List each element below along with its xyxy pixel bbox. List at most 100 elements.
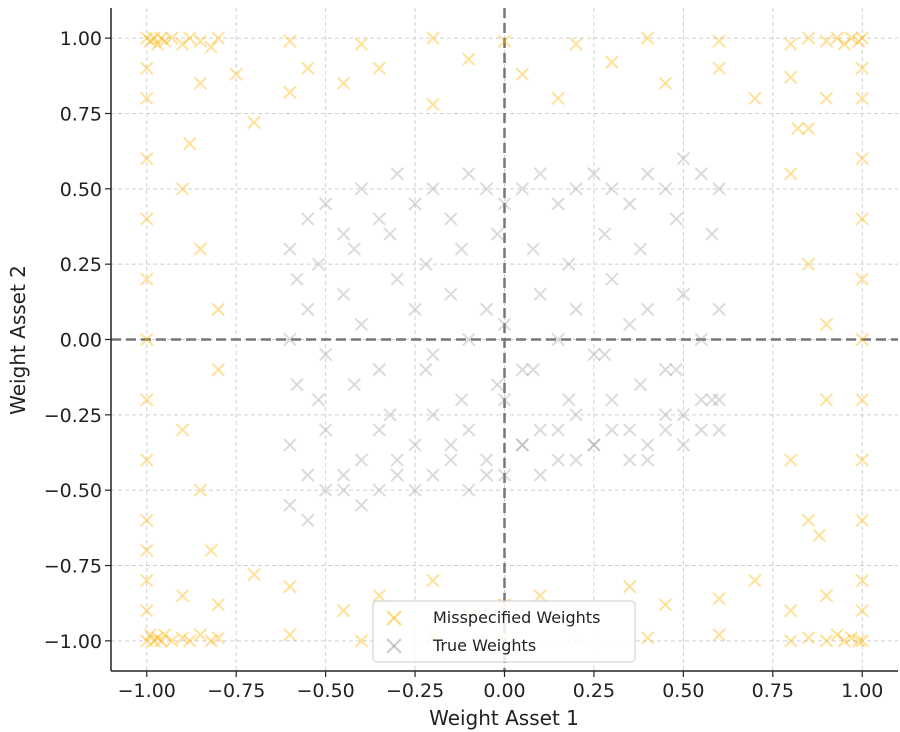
- data-point: [783, 453, 798, 467]
- x-tick-label: −0.50: [297, 680, 355, 702]
- data-point: [143, 628, 158, 642]
- data-point: [837, 634, 852, 648]
- data-point: [301, 61, 315, 75]
- data-point: [791, 121, 805, 136]
- data-point: [658, 362, 673, 377]
- data-point: [551, 423, 565, 437]
- data-point: [605, 423, 619, 437]
- data-point: [354, 37, 369, 51]
- data-point: [605, 55, 619, 69]
- data-point: [622, 317, 637, 332]
- data-point: [283, 332, 297, 347]
- data-point: [515, 67, 530, 82]
- data-point: [676, 438, 691, 452]
- data-point: [372, 588, 387, 603]
- data-point: [444, 438, 458, 452]
- data-point: [318, 197, 333, 211]
- data-point: [597, 347, 612, 362]
- data-point: [211, 362, 226, 377]
- data-point: [855, 151, 869, 166]
- data-point: [175, 588, 190, 603]
- data-point: [515, 182, 530, 196]
- data-point: [801, 121, 816, 136]
- data-point: [783, 37, 798, 51]
- data-point: [347, 242, 361, 256]
- data-point: [336, 227, 351, 241]
- data-point: [150, 37, 165, 51]
- data-point: [712, 423, 726, 437]
- reference-lines: [111, 8, 898, 671]
- data-point: [783, 167, 798, 181]
- data-point: [211, 597, 226, 612]
- data-point: [712, 302, 726, 317]
- data-point: [318, 347, 333, 362]
- data-point: [497, 34, 512, 48]
- data-point: [154, 634, 168, 648]
- y-axis-label: Weight Asset 2: [6, 265, 30, 415]
- data-point: [290, 377, 304, 392]
- data-point: [211, 302, 226, 317]
- tick-labels: −1.00 −0.75 −0.50 −0.25 0.00 0.25 0.50 0.75 1.00…: [44, 28, 884, 702]
- data-point: [354, 498, 369, 512]
- data-point: [497, 317, 512, 332]
- data-point: [819, 91, 834, 106]
- x-tick-label: −1.00: [118, 680, 176, 702]
- data-point: [569, 302, 583, 317]
- data-point: [712, 61, 726, 75]
- x-axis-label: Weight Asset 1: [429, 706, 579, 730]
- data-point: [311, 393, 326, 407]
- data-point: [175, 182, 190, 196]
- data-point: [311, 257, 326, 271]
- series-true-weights: [283, 151, 726, 528]
- data-point: [283, 438, 297, 452]
- data-point: [658, 408, 673, 422]
- data-point: [301, 468, 315, 482]
- data-point: [705, 393, 719, 407]
- data-point: [497, 468, 512, 482]
- data-point: [283, 498, 297, 512]
- data-point: [658, 182, 673, 196]
- data-point: [383, 408, 397, 422]
- data-point: [801, 31, 816, 45]
- data-point: [819, 34, 834, 48]
- data-point: [855, 453, 869, 467]
- data-point: [283, 579, 297, 594]
- data-point: [354, 317, 369, 332]
- data-point: [354, 182, 369, 196]
- data-point: [182, 31, 197, 45]
- data-point: [165, 634, 179, 648]
- y-tick-label: 0.25: [60, 254, 102, 276]
- data-point: [587, 347, 601, 362]
- y-tick-label: 0.75: [60, 103, 102, 125]
- x-tick-label: 1.00: [841, 680, 883, 702]
- data-point: [712, 628, 726, 642]
- data-point: [551, 197, 565, 211]
- data-point: [140, 61, 154, 75]
- legend-marker-true: [386, 638, 402, 654]
- data-point: [247, 115, 261, 130]
- data-point: [140, 573, 154, 588]
- data-point: [515, 362, 530, 377]
- data-point: [712, 591, 726, 606]
- y-tick-label: 1.00: [60, 28, 102, 50]
- data-point: [551, 91, 565, 106]
- x-tick-label: 0.25: [573, 680, 615, 702]
- data-point: [426, 182, 440, 196]
- data-point: [587, 438, 601, 452]
- data-point: [140, 513, 154, 528]
- data-point: [855, 272, 869, 286]
- data-point: [204, 40, 218, 54]
- data-point: [147, 634, 161, 648]
- data-point: [676, 151, 691, 166]
- data-point: [165, 31, 179, 45]
- data-point: [301, 302, 315, 317]
- data-point: [408, 197, 422, 211]
- data-point: [426, 97, 440, 112]
- data-point: [569, 408, 583, 422]
- data-point: [479, 468, 494, 482]
- data-point: [533, 468, 547, 482]
- data-point: [140, 543, 154, 558]
- data-point: [479, 302, 494, 317]
- data-point: [812, 528, 827, 543]
- data-point: [669, 212, 683, 226]
